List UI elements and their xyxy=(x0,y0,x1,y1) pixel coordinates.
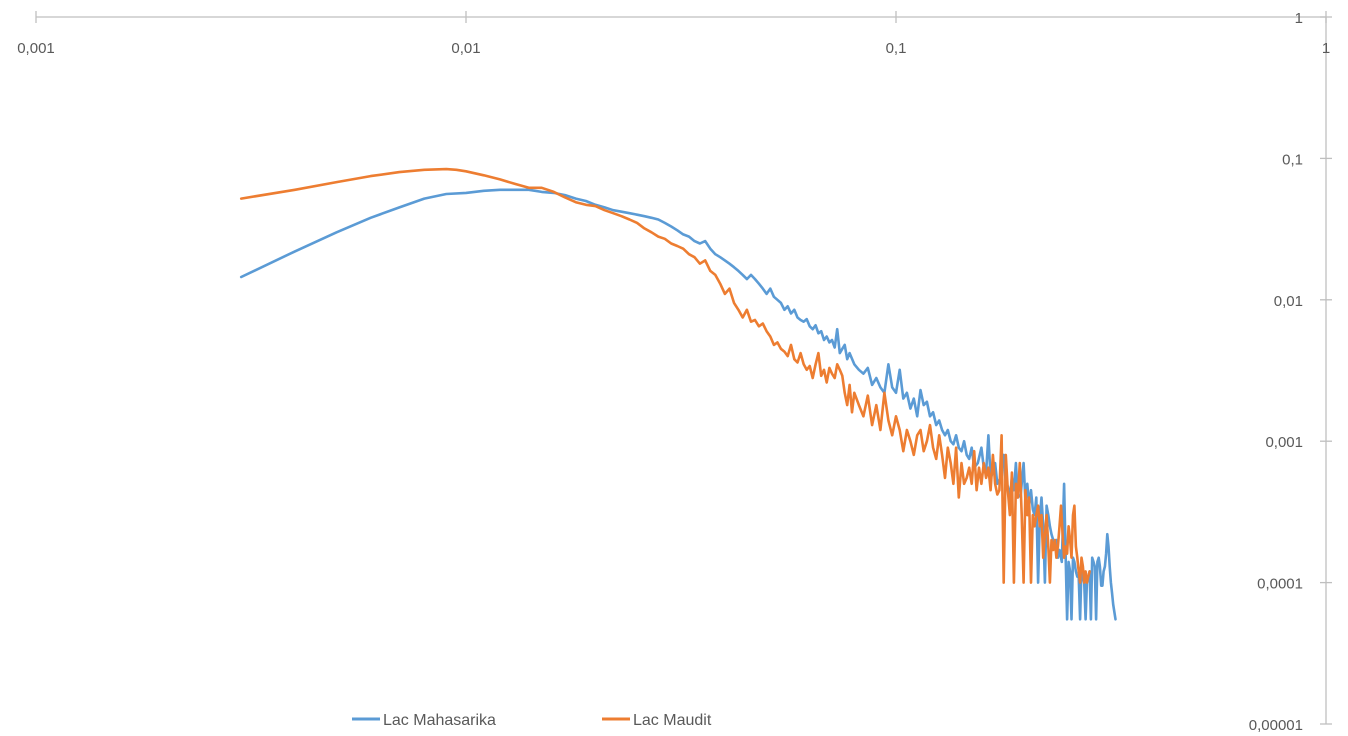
y-tick-label: 0,01 xyxy=(1274,293,1303,310)
series-lines xyxy=(239,167,1117,621)
axes xyxy=(36,16,1327,724)
x-tick-label: 0,001 xyxy=(17,40,55,57)
legend-item-lac-mahasarika: Lac Mahasarika xyxy=(352,712,496,729)
x-tick-label: 0,01 xyxy=(451,40,480,57)
y-tick-label: 1 xyxy=(1295,10,1303,27)
legend-label-lac-mahasarika: Lac Mahasarika xyxy=(383,712,496,729)
ticks: 0,001 0,01 0,1 1 1 0,1 0,01 0,001 0,0001 0,00001 xyxy=(17,10,1332,734)
y-tick-label: 0,00001 xyxy=(1249,717,1303,734)
x-tick-label: 1 xyxy=(1322,40,1330,57)
legend-label-lac-maudit: Lac Maudit xyxy=(633,712,712,729)
legend-item-lac-maudit: Lac Maudit xyxy=(602,712,712,729)
series-line-lac-maudit xyxy=(239,167,1091,584)
y-tick-label: 0,0001 xyxy=(1257,576,1303,593)
series-line-lac-mahasarika xyxy=(239,188,1117,621)
y-tick-label: 0,1 xyxy=(1282,151,1303,168)
y-tick-label: 0,001 xyxy=(1265,434,1303,451)
x-tick-label: 0,1 xyxy=(886,40,907,57)
legend: Lac Mahasarika Lac Maudit xyxy=(352,712,712,729)
